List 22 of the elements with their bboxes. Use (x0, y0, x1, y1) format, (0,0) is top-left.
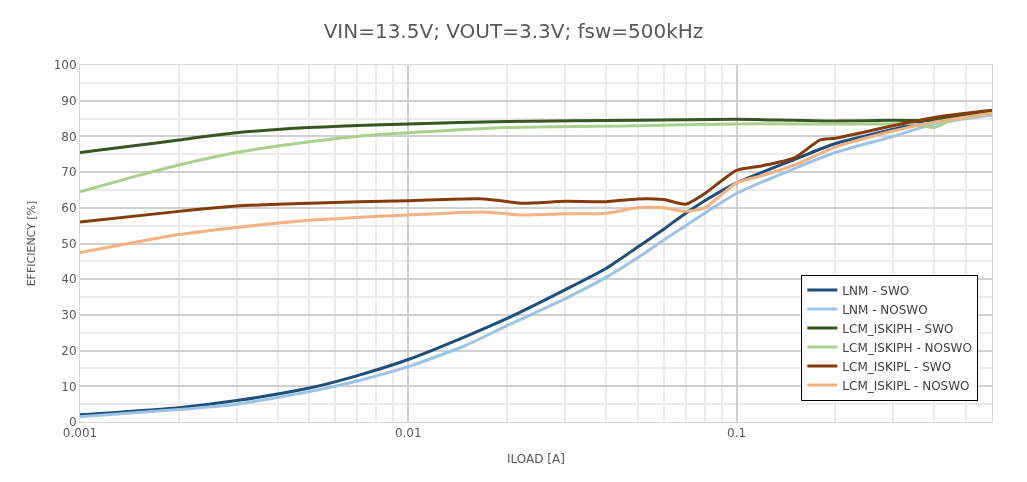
x-tick-label: 0.01 (394, 426, 422, 441)
legend-label: LNM - NOSWO (842, 302, 928, 317)
y-tick-label: 60 (61, 201, 77, 215)
y-tick-label: 20 (61, 343, 77, 358)
legend-label: LCM_ISKIPH - NOSWO (842, 340, 972, 355)
x-axis-title: ILOAD [A] (507, 452, 565, 467)
y-tick-label: 100 (53, 58, 77, 73)
y-tick-label: 40 (61, 272, 77, 287)
legend-label: LCM_ISKIPL - SWO (842, 359, 952, 374)
y-tick-label: 90 (61, 93, 77, 108)
legend-label: LNM - SWO (842, 283, 910, 298)
y-tick-label: 80 (61, 129, 77, 144)
y-tick-label: 30 (61, 308, 77, 323)
x-tick-label: 0.1 (727, 426, 747, 441)
x-tick-label: 0.001 (62, 426, 98, 441)
y-tick-label: 10 (61, 379, 77, 394)
legend-label: LCM_ISKIPH - SWO (842, 321, 954, 336)
y-tick-label: 70 (61, 165, 77, 180)
y-tick-label: 50 (61, 236, 77, 251)
legend-label: LCM_ISKIPL - NOSWO (842, 378, 970, 393)
y-axis-title: EFFICIENCY [%] (25, 200, 39, 287)
chart-title: VIN=13.5V; VOUT=3.3V; fsw=500kHz (323, 19, 704, 44)
